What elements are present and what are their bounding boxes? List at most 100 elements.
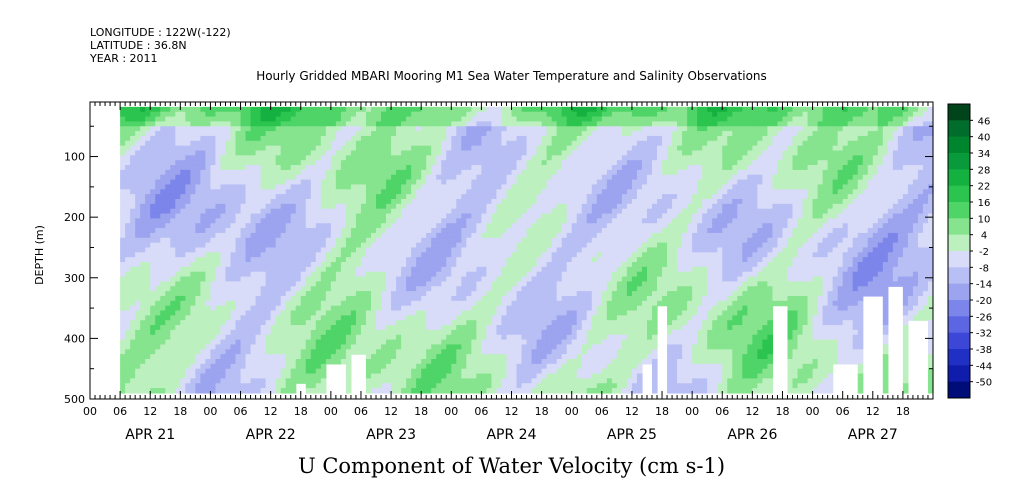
heatmap-cell [170,232,176,239]
heatmap-cell [541,305,548,312]
heatmap-cell [536,174,543,181]
heatmap-cell [270,179,277,186]
heatmap-cell [180,383,186,389]
heatmap-cell [245,368,252,375]
heatmap-cell [190,184,196,190]
heatmap-cell [486,155,493,161]
heatmap-cell [310,150,317,156]
heatmap-cell [376,165,382,171]
heatmap-cell [190,121,196,127]
heatmap-cell [345,111,352,118]
heatmap-cell [135,329,141,336]
heatmap-cell [461,334,467,341]
heatmap-cell [486,305,493,312]
heatmap-cell [215,339,222,346]
heatmap-cell [461,271,467,278]
heatmap-cell [511,194,518,200]
heatmap-cell [431,135,437,142]
heatmap-cell [250,359,257,365]
heatmap-cell [355,223,362,229]
heatmap-cell [310,295,317,302]
heatmap-cell [541,359,548,365]
heatmap-cell [416,198,422,205]
heatmap-cell [446,257,452,263]
heatmap-cell [531,121,538,127]
heatmap-cell [150,184,156,190]
heatmap-cell [330,271,337,278]
heatmap-cell [315,305,322,312]
heatmap-cell [215,276,222,283]
heatmap-cell [215,194,222,200]
heatmap-cell [295,300,302,307]
heatmap-cell [145,276,151,283]
heatmap-cell [295,111,302,118]
heatmap-cell [365,179,372,186]
heatmap-cell [285,291,292,297]
heatmap-cell [130,325,136,331]
heatmap-cell [170,305,176,312]
heatmap-cell [511,271,518,278]
heatmap-cell [360,242,367,249]
heatmap-cell [295,334,302,341]
heatmap-cell [506,160,513,166]
heatmap-cell [446,315,452,321]
heatmap-cell [235,194,242,200]
heatmap-cell [496,165,503,171]
heatmap-cell [411,271,417,278]
heatmap-cell [225,184,232,190]
heatmap-cell [225,135,232,142]
heatmap-cell [140,213,146,219]
heatmap-cell [431,305,437,312]
heatmap-cell [185,232,191,239]
heatmap-cell [436,262,442,268]
heatmap-cell [355,271,362,278]
heatmap-cell [521,106,528,113]
heatmap-cell [320,257,327,263]
heatmap-cell [190,218,196,224]
heatmap-cell [190,378,196,384]
heatmap-cell [501,363,508,370]
heatmap-cell [531,194,538,200]
heatmap-cell [401,116,407,122]
heatmap-cell [411,368,417,375]
heatmap-cell [225,174,232,181]
heatmap-cell [526,198,533,205]
heatmap-cell [441,194,447,200]
heatmap-cell [416,359,422,365]
heatmap-cell [225,271,232,278]
heatmap-cell [220,111,227,118]
heatmap-cell [441,295,447,302]
heatmap-cell [310,232,317,239]
heatmap-cell [235,271,242,278]
heatmap-cell [200,368,207,375]
heatmap-cell [235,276,242,283]
heatmap-cell [130,106,136,113]
heatmap-cell [210,194,217,200]
heatmap-cell [315,310,322,316]
heatmap-cell [416,228,422,234]
heatmap-cell [185,383,191,389]
heatmap-cell [466,126,472,132]
heatmap-cell [210,329,217,336]
heatmap-cell [436,281,442,287]
heatmap-cell [210,184,217,190]
heatmap-cell [280,281,287,287]
heatmap-cell [461,247,467,253]
heatmap-cell [320,140,327,147]
heatmap-cell [255,165,262,171]
heatmap-cell [305,281,312,287]
heatmap-cell [275,165,282,171]
heatmap-cell [170,135,176,142]
heatmap-cell [275,213,282,219]
heatmap-cell [250,262,257,268]
heatmap-cell [185,266,191,273]
heatmap-cell [290,315,297,321]
heatmap-cell [295,155,302,161]
heatmap-cell [536,203,543,210]
heatmap-cell [190,135,196,142]
heatmap-cell [431,111,437,118]
heatmap-cell [381,305,387,312]
heatmap-cell [175,131,181,137]
heatmap-cell [170,111,176,118]
heatmap-cell [411,232,417,239]
